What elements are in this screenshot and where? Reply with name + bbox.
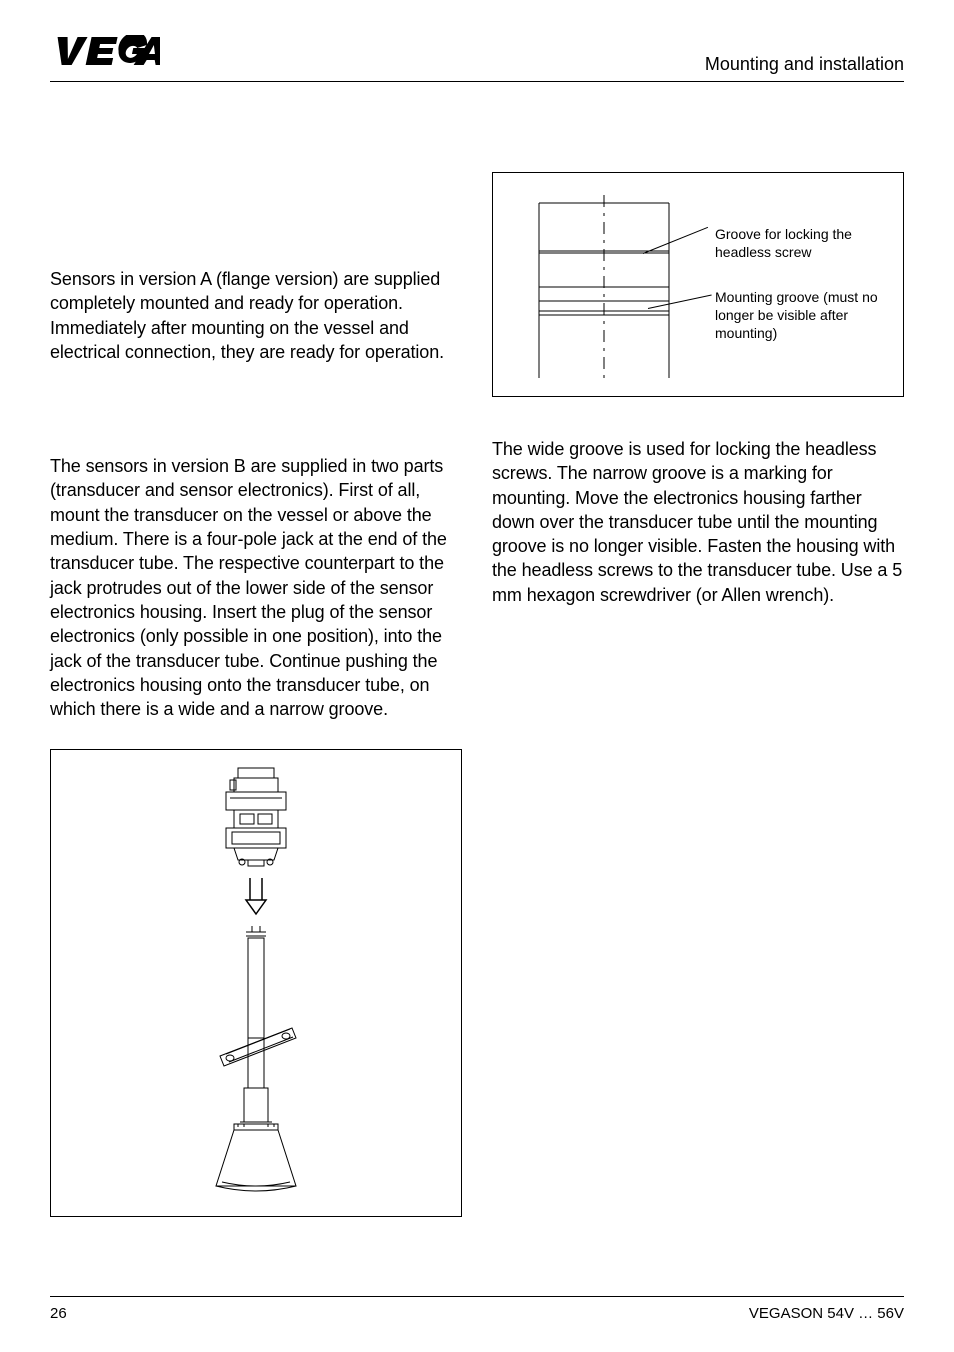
groove-diagram-box: Groove for locking the headless screw Mo… — [492, 172, 904, 397]
groove-diagram-svg — [525, 193, 685, 383]
vega-logo-svg — [50, 35, 160, 67]
groove-instruction-paragraph: The wide groove is used for locking the … — [492, 437, 904, 607]
page-footer: 26 VEGASON 54V … 56V — [50, 1296, 904, 1322]
content-area: Sensors in version A (flange version) ar… — [50, 172, 904, 1217]
sensor-diagram-box — [50, 749, 462, 1217]
left-column: Sensors in version A (flange version) ar… — [50, 172, 462, 1217]
sensor-exploded-diagram — [196, 766, 316, 1202]
annotation-mount-groove: Mounting groove (must no longer be visib… — [715, 288, 880, 343]
vega-logo — [50, 35, 160, 75]
version-b-paragraph: The sensors in version B are supplied in… — [50, 454, 462, 721]
page-number: 26 — [50, 1305, 67, 1322]
annotation-lock-groove: Groove for locking the headless screw — [715, 225, 880, 261]
paragraph-spacer — [50, 392, 462, 454]
version-a-paragraph: Sensors in version A (flange version) ar… — [50, 267, 462, 364]
right-column: Groove for locking the headless screw Mo… — [492, 172, 904, 1217]
page-header: Mounting and installation — [50, 35, 904, 82]
section-title: Mounting and installation — [705, 54, 904, 75]
document-reference: VEGASON 54V … 56V — [749, 1305, 904, 1322]
